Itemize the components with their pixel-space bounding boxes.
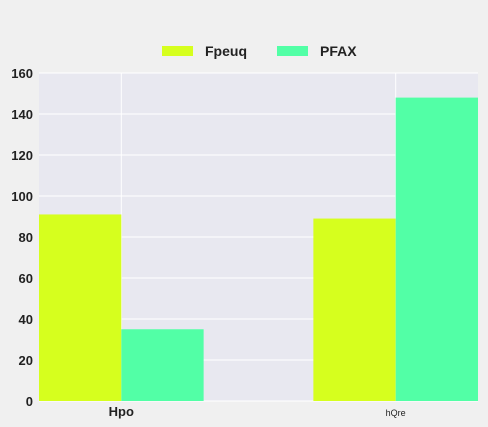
bar-fpeuq-hqre	[313, 218, 396, 401]
y-tick-label: 80	[19, 230, 33, 245]
legend-swatch-fpeuq	[162, 46, 193, 56]
bar-pfax-hpo	[121, 329, 204, 401]
y-tick-label: 0	[26, 394, 33, 409]
bar-fpeuq-hpo	[39, 214, 122, 401]
y-tick-label: 20	[19, 353, 33, 368]
bars	[39, 97, 478, 401]
legend-swatch-pfax	[277, 46, 308, 56]
y-tick-label: 160	[11, 66, 33, 81]
legend-label-pfax: PFAX	[320, 43, 357, 59]
bar-pfax-hqre	[395, 97, 478, 401]
y-tick-label: 100	[11, 189, 33, 204]
y-tick-label: 60	[19, 271, 33, 286]
x-tick-label: Hpo	[109, 404, 134, 419]
legend: Fpeuq PFAX	[162, 43, 357, 59]
y-tick-label: 40	[19, 312, 33, 327]
legend-label-fpeuq: Fpeuq	[205, 43, 247, 59]
y-tick-label: 120	[11, 148, 33, 163]
y-axis-ticks: 0 20 40 60 80 100 120 140 160	[11, 66, 33, 409]
x-axis-ticks: Hpo hQre	[109, 404, 406, 419]
y-tick-label: 140	[11, 107, 33, 122]
x-tick-label: hQre	[386, 408, 406, 418]
